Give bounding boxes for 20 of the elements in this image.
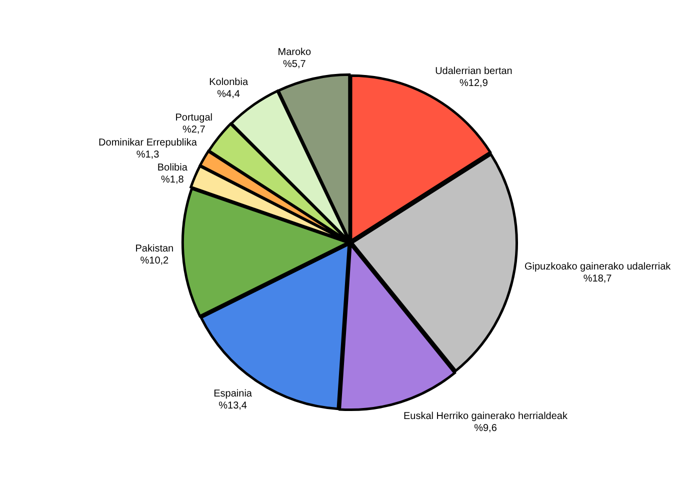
data-label: %9,6 <box>474 423 498 434</box>
data-label: %1,3 <box>136 150 160 161</box>
slice-label: Pakistan <box>135 243 174 254</box>
slice-label: Udalerrian bertan <box>435 66 512 77</box>
slice-label: Maroko <box>278 47 312 58</box>
slice-label: Portugal <box>175 112 212 124</box>
slice-label: Euskal Herriko gainerako herrialdeak <box>404 411 568 422</box>
data-label: %1,8 <box>160 174 184 186</box>
slice-label: Gipuzkoako gainerako udalerriak <box>524 262 672 273</box>
data-label: %12,9 <box>460 78 488 89</box>
data-label: %10,2 <box>140 255 170 266</box>
data-label: %5,7 <box>283 59 306 70</box>
data-label: %13,4 <box>218 400 248 412</box>
slice-label: Espainia <box>214 388 252 400</box>
data-label: %2,7 <box>182 124 206 136</box>
slice-label: Dominikar Errepublika <box>98 138 198 149</box>
slice-label: Bolibia <box>157 162 188 174</box>
slice-label: Kolonbia <box>209 77 248 88</box>
data-label: %18,7 <box>583 274 612 285</box>
data-label: %4,4 <box>217 89 240 100</box>
